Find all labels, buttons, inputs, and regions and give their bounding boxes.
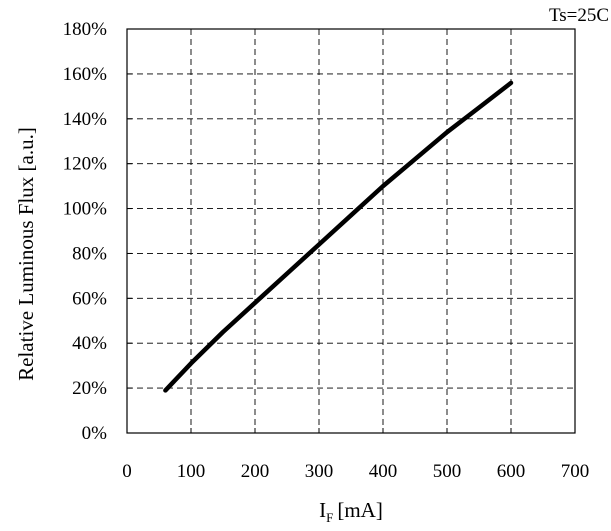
plot-frame [126,28,576,434]
y-tick-label: 20% [72,378,107,399]
x-axis-title: IF [mA] [319,498,383,525]
annotation-ts: Ts=25C [549,5,609,26]
y-tick-label: 80% [72,243,107,264]
grid [127,29,575,433]
x-tick-label: 0 [122,461,132,482]
x-axis-title-sub: F [326,510,333,525]
y-axis-ticks: 0% 20% 40% 60% 80% 100% 120% 140% 160% 180% [63,19,132,444]
y-tick-label: 0% [82,423,108,444]
x-tick-label: 700 [561,461,590,482]
y-tick-label: 160% [63,64,108,85]
y-tick-label: 180% [63,19,108,40]
x-tick-label: 400 [369,461,398,482]
y-tick-label: 100% [63,199,108,220]
series-line [163,80,514,393]
x-tick-label: 300 [305,461,334,482]
x-tick-label: 600 [497,461,526,482]
x-axis-title-unit: [mA] [337,498,383,522]
x-axis-ticks: 0 100 200 300 400 500 600 700 [122,428,589,482]
y-tick-label: 140% [63,109,108,130]
x-axis-title-main: I [319,498,326,522]
x-tick-label: 200 [241,461,270,482]
x-tick-label: 100 [177,461,206,482]
y-tick-label: 40% [72,333,107,354]
y-tick-label: 60% [72,288,107,309]
y-tick-label: 120% [63,154,108,175]
series-group [163,80,514,393]
x-tick-label: 500 [433,461,462,482]
y-axis-title: Relative Luminous Flux [a.u.] [14,127,38,381]
